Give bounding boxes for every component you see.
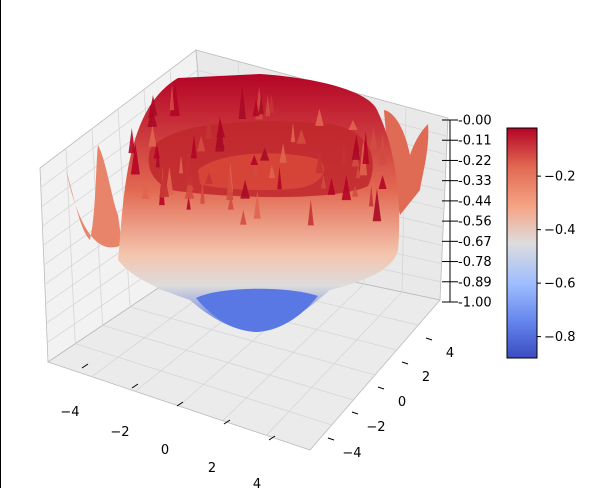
surface-spike — [296, 129, 307, 144]
surface-spike — [165, 166, 174, 195]
surface-spike — [348, 119, 358, 131]
surface-spikes — [128, 81, 387, 226]
surface-spike — [227, 194, 234, 210]
x-tick-label: 4 — [253, 477, 261, 488]
y-tick-label: 4 — [446, 346, 454, 361]
surface-spike — [130, 142, 140, 175]
colorbar-gradient — [506, 127, 538, 359]
surface-spike — [240, 209, 247, 225]
surface-outer-rim-left — [66, 145, 122, 248]
surface-spike — [169, 83, 175, 111]
z-tick-label: -0.22 — [458, 154, 492, 169]
x-tick-label: −2 — [110, 425, 129, 440]
surface-spike — [250, 154, 259, 166]
x-tick-label: 2 — [208, 461, 216, 476]
colorbar-tick-label: −0.8 — [544, 330, 576, 345]
surface-spike — [362, 131, 370, 164]
surface-spike — [238, 83, 246, 120]
colorbar-tick-label: −0.4 — [544, 223, 576, 238]
surface-spike — [128, 127, 136, 154]
x-tick-label: 0 — [161, 443, 169, 458]
surface-spike — [147, 107, 157, 127]
surface-bottom-dip — [196, 288, 318, 332]
surface-spike — [370, 127, 378, 149]
colorbar-ticks: −0.2 −0.4 −0.6 −0.8 — [537, 170, 576, 345]
y-tick-label: −2 — [366, 420, 385, 435]
surface-spike — [268, 94, 275, 113]
z-axis: -0.00 -0.11 -0.22 -0.33 -0.44 -0.56 -0.67 -0.78… — [442, 114, 492, 311]
x-tick-mark — [268, 435, 276, 441]
z-tick-label: -0.56 — [458, 215, 492, 230]
y-tick-mark — [377, 386, 385, 390]
colorbar-tick-label: −0.2 — [544, 170, 576, 185]
surface-spike — [183, 152, 194, 186]
y-tick-mark — [351, 411, 359, 415]
surface-spike — [186, 195, 191, 210]
surface-spike — [159, 171, 170, 197]
surface-spike — [215, 116, 225, 152]
surface-spike — [307, 199, 314, 226]
surface-spike — [353, 134, 360, 152]
surface-spike — [196, 135, 206, 152]
surface-spike — [190, 134, 197, 159]
surface-spike — [320, 174, 327, 189]
x-tick-mark — [223, 419, 231, 425]
x-tick-mark — [176, 401, 184, 407]
surface-spike — [351, 185, 359, 197]
x-tick-mark — [81, 363, 89, 369]
surface-spike — [341, 142, 347, 165]
x-axis: −4 −2 0 2 4 — [60, 363, 276, 488]
y-tick-label: 0 — [398, 395, 406, 410]
surface-spike — [341, 175, 352, 201]
surface-spike — [200, 176, 205, 204]
surface-spike — [277, 166, 282, 190]
surface-spike — [315, 149, 324, 174]
surface-spike — [259, 147, 270, 161]
surface-spike — [141, 177, 150, 199]
surface-spike — [205, 172, 213, 184]
surface-spike — [368, 185, 374, 207]
y-tick-label: 2 — [422, 370, 430, 385]
surface-spike — [153, 142, 160, 159]
surface-spike — [355, 165, 361, 179]
surface-spike — [315, 108, 324, 126]
y-axis: −4 −2 0 2 4 — [327, 337, 454, 461]
surface-spike — [378, 175, 387, 190]
z-tick-label: -0.89 — [458, 275, 492, 290]
y-tick-mark — [425, 337, 433, 341]
surface-spike — [327, 177, 336, 195]
z-tick-label: -0.11 — [458, 134, 492, 149]
surface-spike — [252, 98, 260, 117]
surface-spike — [253, 191, 261, 219]
surface-spike — [252, 164, 258, 178]
surface-spike — [372, 188, 382, 222]
z-tick-label: -0.33 — [458, 174, 492, 189]
surface-spike — [265, 94, 271, 117]
surface-spike — [205, 115, 213, 140]
surface-spike — [279, 142, 287, 163]
x-tick-mark — [131, 383, 139, 389]
surface — [66, 74, 429, 332]
surface-spike — [178, 155, 184, 174]
colorbar: −0.2 −0.4 −0.6 −0.8 — [506, 127, 576, 359]
surface-spike — [184, 180, 195, 199]
z-tick-label: -0.00 — [458, 114, 492, 129]
y-tick-label: −4 — [342, 446, 361, 461]
z-tick-label: -1.00 — [458, 296, 492, 311]
surface-spike — [290, 122, 296, 143]
colorbar-tick-label: −0.6 — [544, 277, 576, 292]
z-tick-label: -0.78 — [458, 255, 492, 270]
surface-spike — [258, 94, 264, 115]
surface-spike — [226, 169, 234, 201]
y-tick-mark — [327, 437, 335, 441]
surface-spike — [240, 179, 250, 199]
z-tick-label: -0.67 — [458, 235, 492, 250]
y-tick-mark — [401, 361, 409, 365]
surface-spike — [148, 125, 157, 147]
z-tick-label: -0.44 — [458, 194, 492, 209]
x-tick-label: −4 — [60, 405, 79, 420]
surface-spike — [378, 132, 387, 165]
surface-spike — [268, 164, 276, 179]
